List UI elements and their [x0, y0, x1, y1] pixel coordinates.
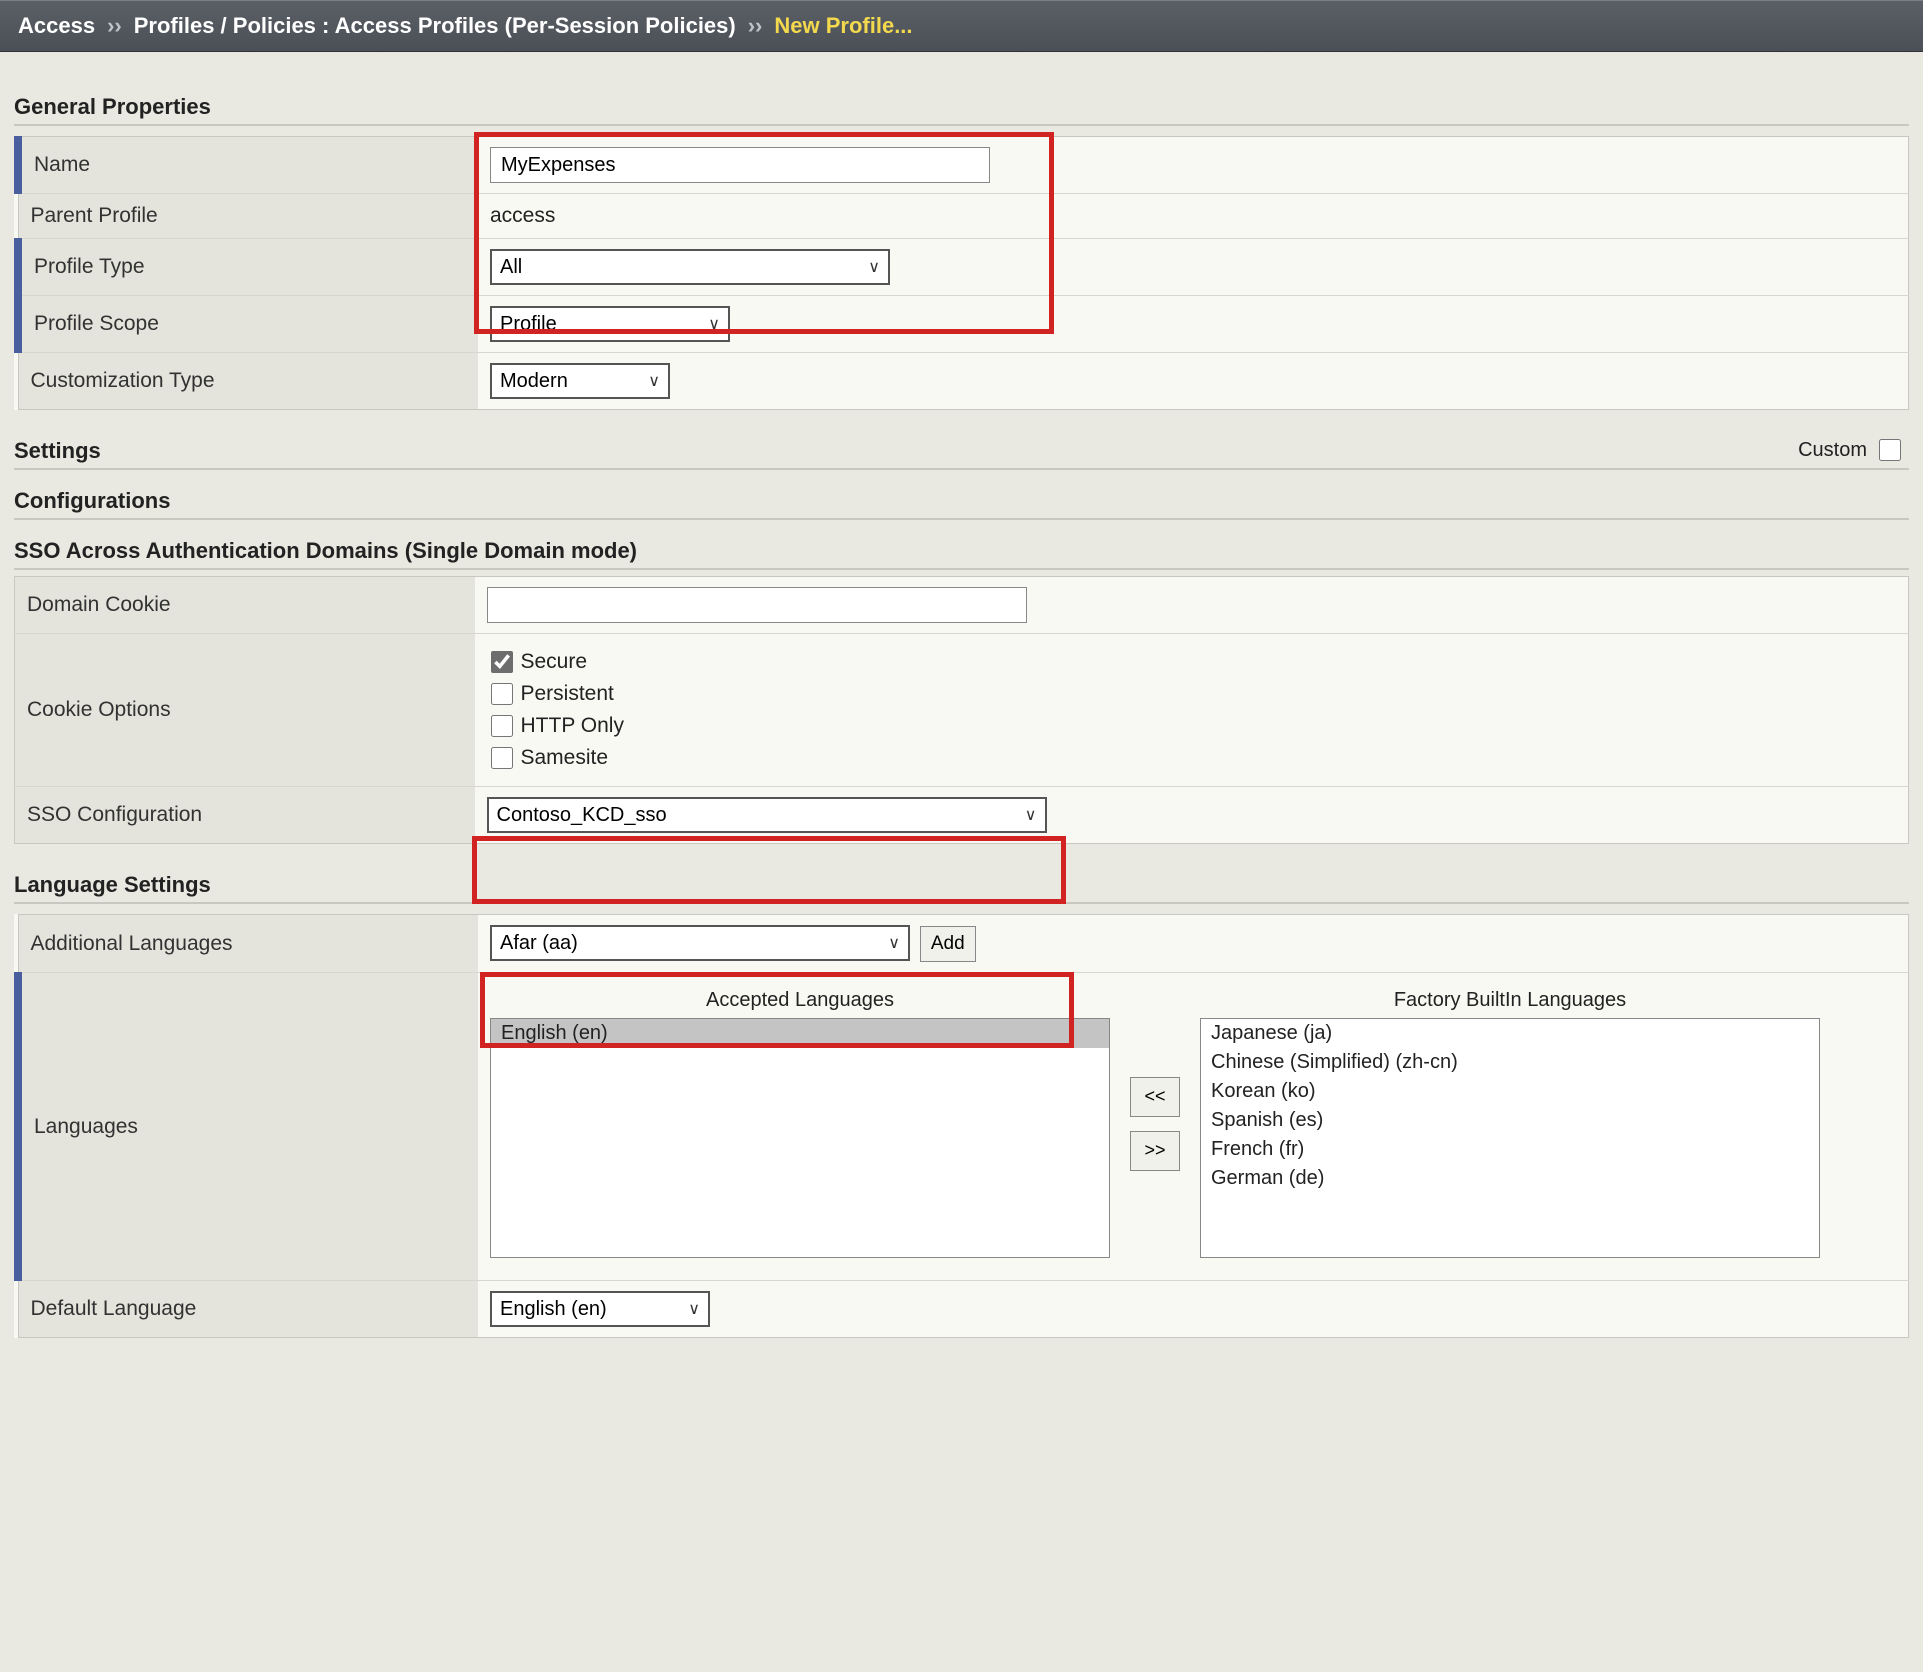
- parent-profile-value: access: [478, 194, 1909, 239]
- section-settings: Settings Custom: [14, 438, 1909, 470]
- http-only-label: HTTP Only: [521, 714, 624, 738]
- samesite-label: Samesite: [521, 746, 609, 770]
- custom-label: Custom: [1798, 439, 1867, 462]
- factory-languages-title: Factory BuiltIn Languages: [1200, 989, 1820, 1012]
- breadcrumb-current: New Profile...: [774, 13, 912, 39]
- parent-profile-label: Parent Profile: [18, 194, 478, 239]
- breadcrumb-sep-icon: ››: [107, 13, 122, 39]
- list-item[interactable]: Korean (ko): [1201, 1077, 1819, 1106]
- accepted-languages-title: Accepted Languages: [490, 989, 1110, 1012]
- secure-label: Secure: [521, 650, 588, 674]
- sso-table: Domain Cookie Cookie Options Secure Pers…: [14, 576, 1909, 844]
- name-label: Name: [18, 137, 478, 194]
- default-language-label: Default Language: [18, 1281, 478, 1338]
- additional-languages-label: Additional Languages: [18, 915, 478, 973]
- section-language-settings: Language Settings: [14, 872, 1909, 904]
- customization-type-select[interactable]: Modern: [490, 363, 670, 399]
- add-language-button[interactable]: Add: [920, 926, 976, 962]
- http-only-checkbox[interactable]: [491, 715, 513, 737]
- profile-type-label: Profile Type: [18, 239, 478, 296]
- breadcrumb-mid[interactable]: Profiles / Policies : Access Profiles (P…: [134, 13, 736, 39]
- accepted-languages-listbox[interactable]: English (en): [490, 1018, 1110, 1258]
- profile-scope-label: Profile Scope: [18, 296, 478, 353]
- languages-label: Languages: [18, 973, 478, 1281]
- default-language-select[interactable]: English (en): [490, 1291, 710, 1327]
- custom-checkbox[interactable]: [1879, 439, 1901, 461]
- sso-config-select[interactable]: Contoso_KCD_sso: [487, 797, 1047, 833]
- persistent-checkbox[interactable]: [491, 683, 513, 705]
- move-left-button[interactable]: <<: [1130, 1077, 1180, 1117]
- breadcrumb-root[interactable]: Access: [18, 13, 95, 39]
- settings-title: Settings: [14, 438, 101, 463]
- list-item[interactable]: English (en): [491, 1019, 1109, 1048]
- language-table: Additional Languages Afar (aa) ∨ Add Lan…: [14, 914, 1909, 1338]
- general-properties-table: Name Parent Profile access Profile Type …: [14, 136, 1909, 410]
- additional-languages-select[interactable]: Afar (aa): [490, 925, 910, 961]
- persistent-label: Persistent: [521, 682, 614, 706]
- section-sso-domains: SSO Across Authentication Domains (Singl…: [14, 538, 1909, 570]
- factory-languages-listbox[interactable]: Japanese (ja)Chinese (Simplified) (zh-cn…: [1200, 1018, 1820, 1258]
- sso-config-label: SSO Configuration: [15, 787, 475, 844]
- domain-cookie-input[interactable]: [487, 587, 1027, 623]
- list-item[interactable]: Japanese (ja): [1201, 1019, 1819, 1048]
- profile-scope-select[interactable]: Profile: [490, 306, 730, 342]
- move-right-button[interactable]: >>: [1130, 1131, 1180, 1171]
- list-item[interactable]: French (fr): [1201, 1135, 1819, 1164]
- secure-checkbox[interactable]: [491, 651, 513, 673]
- domain-cookie-label: Domain Cookie: [15, 577, 475, 634]
- list-item[interactable]: Spanish (es): [1201, 1106, 1819, 1135]
- languages-transfer: Accepted Languages English (en) << >> Fa…: [490, 983, 1896, 1270]
- list-item[interactable]: Chinese (Simplified) (zh-cn): [1201, 1048, 1819, 1077]
- samesite-checkbox[interactable]: [491, 747, 513, 769]
- cookie-options-label: Cookie Options: [15, 634, 475, 787]
- breadcrumb: Access ›› Profiles / Policies : Access P…: [0, 0, 1923, 52]
- list-item[interactable]: German (de): [1201, 1164, 1819, 1193]
- section-configurations: Configurations: [14, 488, 1909, 520]
- breadcrumb-sep-icon: ››: [748, 13, 763, 39]
- section-general-properties: General Properties: [14, 94, 1909, 126]
- profile-type-select[interactable]: All: [490, 249, 890, 285]
- name-input[interactable]: [490, 147, 990, 183]
- customization-type-label: Customization Type: [18, 353, 478, 410]
